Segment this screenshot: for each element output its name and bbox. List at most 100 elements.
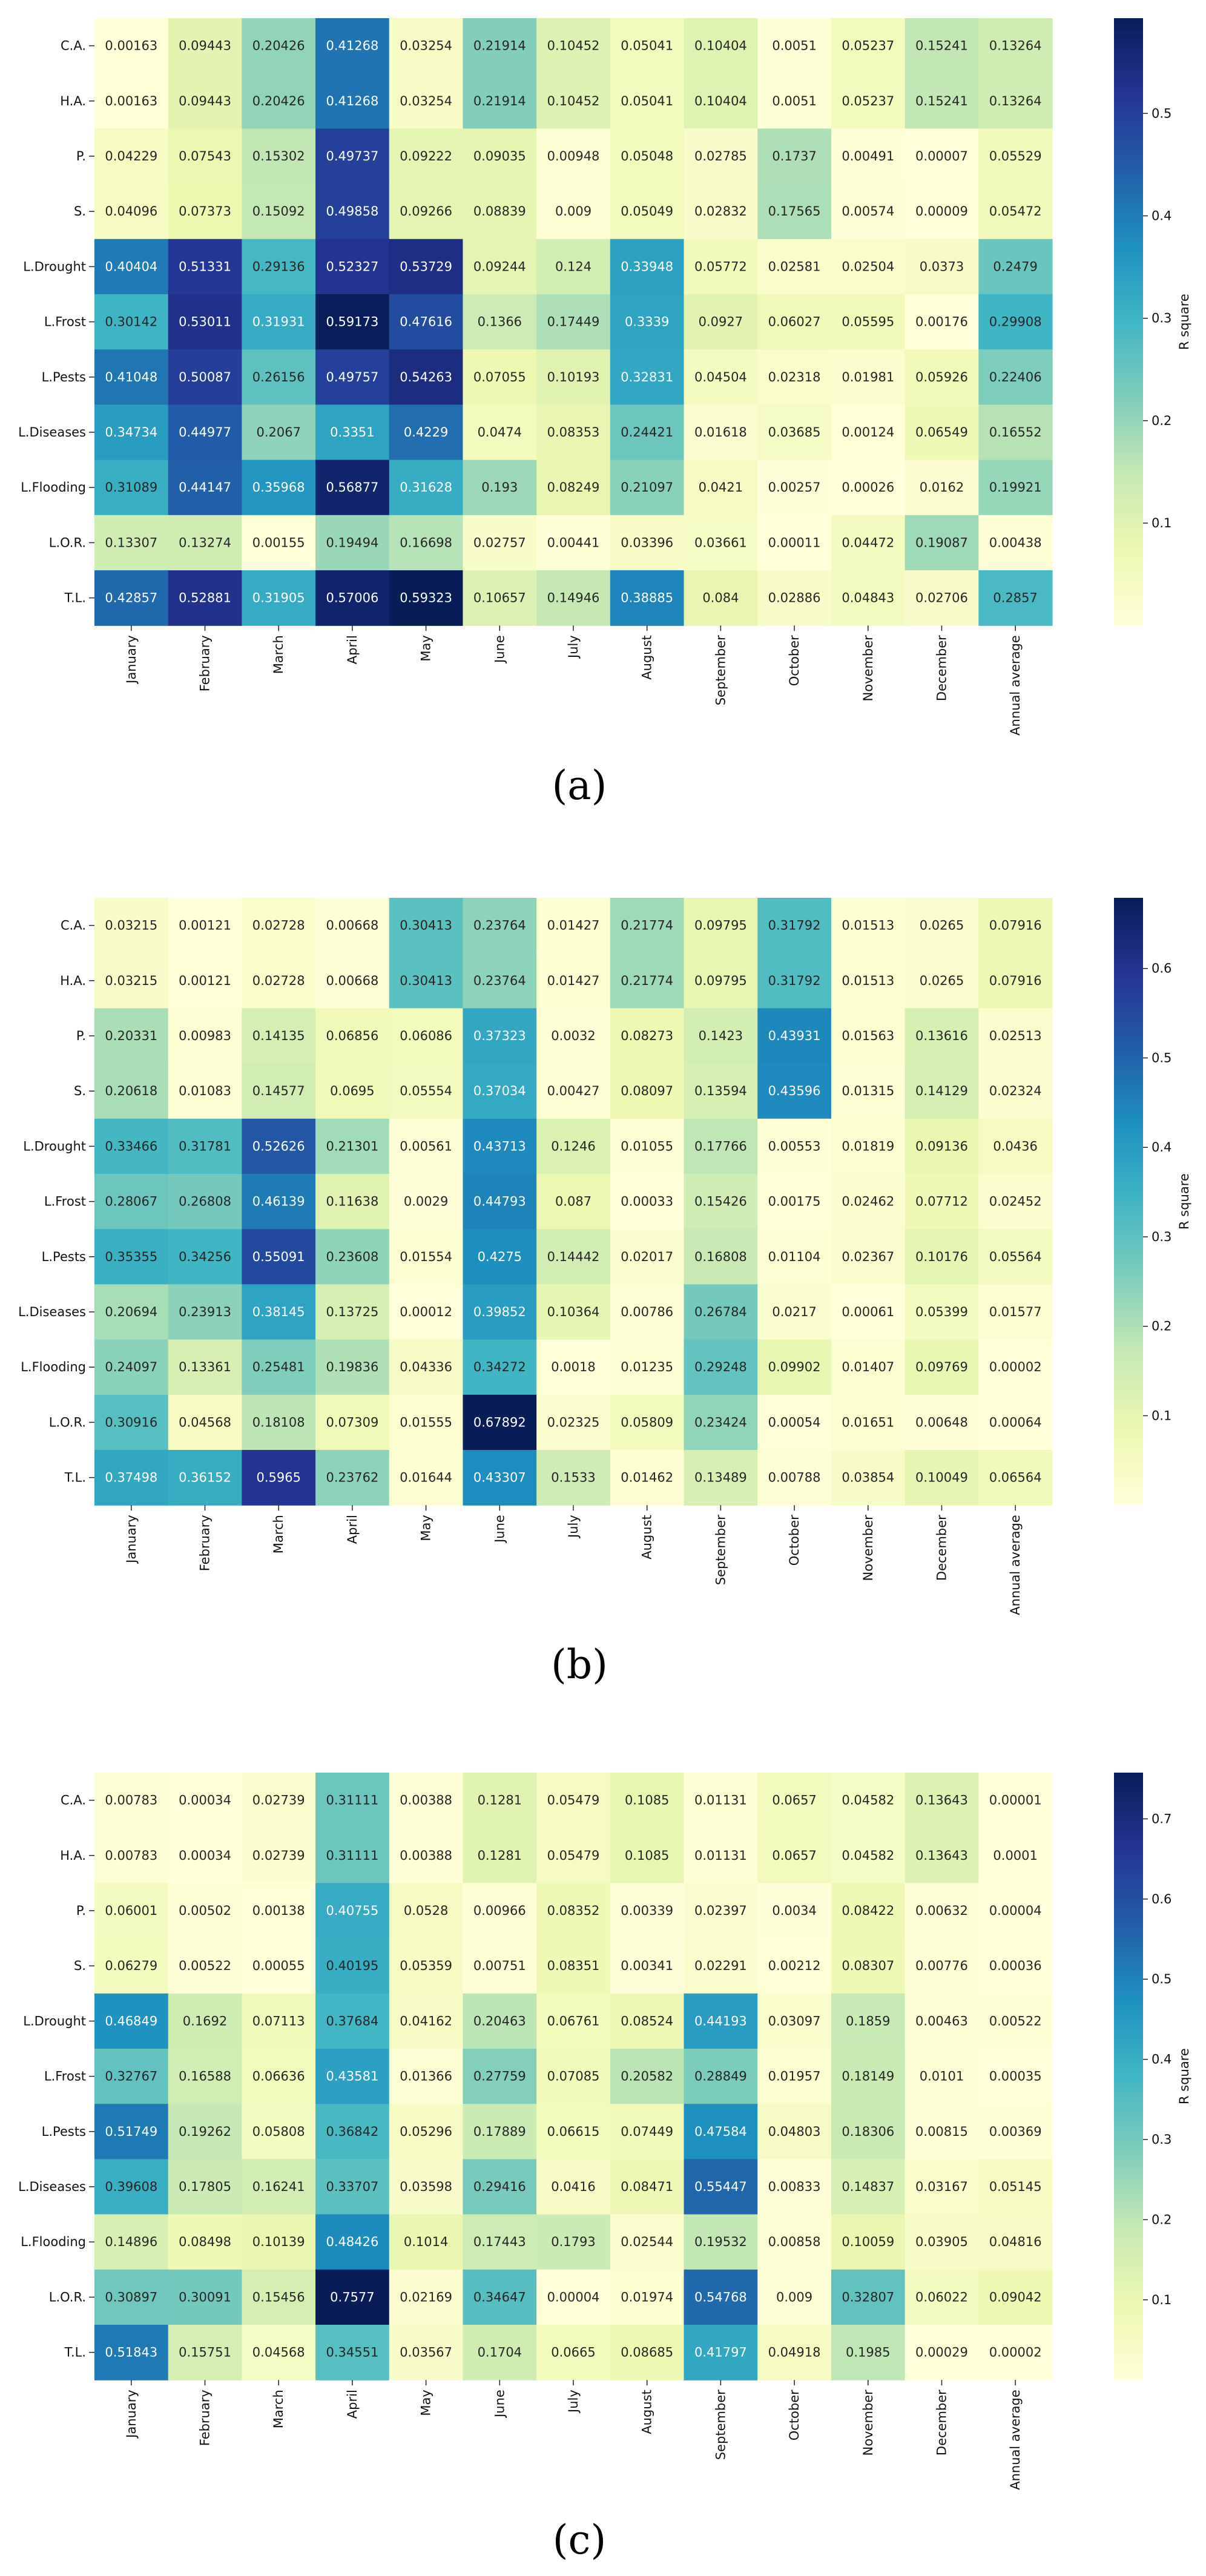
cell-value-label: 0.05529 (989, 149, 1042, 163)
cell-value-label: 0.49858 (326, 204, 379, 219)
cell-value-label: 0.13594 (694, 1084, 747, 1098)
cell-value-label: 0.00574 (842, 204, 894, 219)
cell-value-label: 0.51331 (179, 259, 231, 274)
cell-value-label: 0.09443 (179, 39, 231, 53)
cell-value-label: 0.05595 (842, 315, 894, 329)
column-label: September (713, 1515, 728, 1585)
column-label: June (492, 1515, 507, 1544)
row-label: T.L. (64, 1471, 86, 1485)
cell-value-label: 0.00553 (768, 1139, 821, 1153)
cell-value-label: 0.00388 (400, 1848, 452, 1863)
cell-value-label: 0.44793 (473, 1194, 526, 1209)
cell-value-label: 0.09035 (473, 149, 526, 163)
cell-value-label: 0.37498 (105, 1471, 157, 1485)
cell-value-label: 0.43307 (473, 1471, 526, 1485)
cell-value-label: 0.00175 (768, 1194, 821, 1209)
cell-value-label: 0.0373 (920, 259, 964, 274)
column-label: March (271, 1515, 286, 1553)
cell-value-label: 0.05479 (547, 1793, 600, 1808)
cell-value-label: 0.13274 (179, 535, 231, 550)
cell-value-label: 0.32767 (105, 2069, 157, 2084)
cell-value-label: 0.01555 (400, 1415, 452, 1429)
cell-value-label: 0.01235 (621, 1360, 673, 1374)
column-label: February (198, 635, 213, 691)
colorbar-tick-label: 0.6 (1152, 961, 1171, 976)
cell-value-label: 0.08351 (547, 1958, 600, 1973)
colorbar-tick-label: 0.4 (1152, 209, 1171, 223)
cell-value-label: 0.20694 (105, 1305, 157, 1319)
cell-value-label: 0.04568 (179, 1415, 231, 1429)
cell-value-label: 0.21914 (473, 94, 526, 108)
cell-value-label: 0.00339 (621, 1903, 673, 1918)
cell-value-label: 0.23608 (326, 1250, 379, 1264)
cell-value-label: 0.00833 (768, 2179, 821, 2194)
cell-value-label: 0.59173 (326, 315, 379, 329)
cell-value-label: 0.01577 (989, 1305, 1042, 1319)
cell-value-label: 0.31628 (400, 480, 452, 495)
row-label: S. (74, 204, 86, 219)
cell-value-label: 0.15092 (252, 204, 305, 219)
cell-value-label: 0.1281 (478, 1793, 522, 1808)
cell-value-label: 0.07543 (179, 149, 231, 163)
cell-value-label: 0.27759 (473, 2069, 526, 2084)
cell-value-label: 0.21774 (621, 973, 673, 988)
cell-value-label: 0.47584 (694, 2124, 747, 2139)
cell-value-label: 0.02504 (842, 259, 894, 274)
cell-value-label: 0.04803 (768, 2124, 821, 2139)
cell-value-label: 0.00948 (547, 149, 600, 163)
cell-value-label: 0.07916 (989, 918, 1042, 933)
row-label: L.O.R. (49, 535, 86, 550)
cell-value-label: 0.05237 (842, 39, 894, 53)
cell-value-label: 0.00124 (842, 425, 894, 440)
column-label: November (861, 1515, 875, 1581)
cell-value-label: 0.087 (555, 1194, 591, 1209)
cell-value-label: 0.10404 (694, 39, 747, 53)
cell-value-label: 0.0051 (772, 94, 816, 108)
cell-value-label: 0.13489 (694, 1471, 747, 1485)
cell-value-label: 0.00648 (915, 1415, 968, 1429)
cell-value-label: 0.03254 (400, 94, 452, 108)
cell-value-label: 0.0695 (330, 1084, 374, 1098)
cell-value-label: 0.02452 (989, 1194, 1042, 1209)
cell-value-label: 0.0657 (772, 1793, 816, 1808)
cell-value-label: 0.02886 (768, 591, 821, 605)
cell-value-label: 0.18306 (842, 2124, 894, 2139)
cell-value-label: 0.02581 (768, 259, 821, 274)
cell-value-label: 0.00983 (179, 1029, 231, 1043)
colorbar-tick-label: 0.3 (1152, 1230, 1171, 1244)
column-label: February (198, 1515, 213, 1571)
cell-value-label: 0.00491 (842, 149, 894, 163)
cell-value-label: 0.00004 (547, 2290, 600, 2304)
cell-value-label: 0.23913 (179, 1305, 231, 1319)
cell-value-label: 0.22406 (989, 370, 1042, 384)
cell-value-label: 0.37684 (326, 2014, 379, 2028)
cell-value-label: 0.21774 (621, 918, 673, 933)
cell-value-label: 0.1859 (846, 2014, 890, 2028)
cell-value-label: 0.2857 (993, 591, 1037, 605)
cell-value-label: 0.04816 (989, 2235, 1042, 2249)
column-label: May (419, 2390, 433, 2416)
cell-value-label: 0.46849 (105, 2014, 157, 2028)
cell-value-label: 0.08685 (621, 2345, 673, 2360)
column-label: December (934, 1515, 949, 1581)
cell-value-label: 0.18149 (842, 2069, 894, 2084)
cell-value-label: 0.34647 (473, 2290, 526, 2304)
cell-value-label: 0.06549 (915, 425, 968, 440)
cell-value-label: 0.39852 (473, 1305, 526, 1319)
colorbar-tick-label: 0.3 (1152, 311, 1171, 326)
cell-value-label: 0.38145 (252, 1305, 305, 1319)
cell-value-label: 0.07712 (915, 1194, 968, 1209)
cell-value-label: 0.02785 (694, 149, 747, 163)
cell-value-label: 0.00427 (547, 1084, 600, 1098)
column-label: March (271, 2390, 286, 2428)
row-label: L.Diseases (18, 2179, 86, 2194)
column-label: November (861, 2390, 875, 2456)
column-label: January (124, 2390, 139, 2439)
cell-value-label: 0.44193 (694, 2014, 747, 2028)
cell-value-label: 0.44977 (179, 425, 231, 440)
cell-value-label: 0.13616 (915, 1029, 968, 1043)
cell-value-label: 0.06279 (105, 1958, 157, 1973)
row-label: H.A. (60, 973, 86, 988)
cell-value-label: 0.06027 (768, 315, 821, 329)
colorbar (1114, 898, 1143, 1505)
